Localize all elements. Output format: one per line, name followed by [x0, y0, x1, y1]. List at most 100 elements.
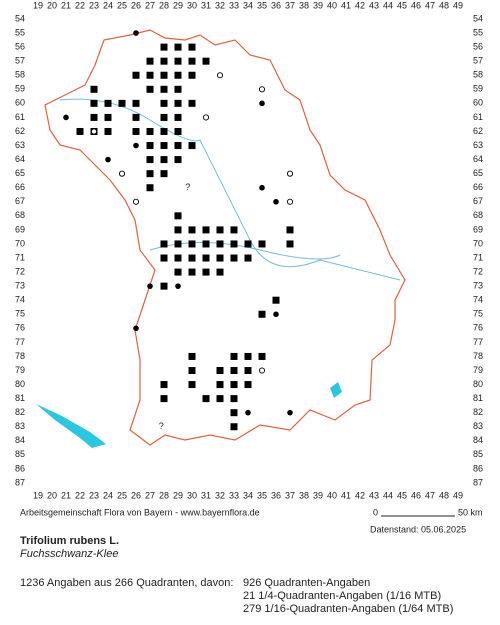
record-square	[202, 226, 210, 234]
lake	[330, 382, 342, 398]
y-label: 74	[15, 295, 25, 305]
record-square	[160, 282, 168, 290]
y-label: 60	[15, 98, 25, 108]
credit: Arbeitsgemeinschaft Flora von Bayern - w…	[20, 507, 260, 517]
record-square	[174, 99, 182, 107]
record-square	[202, 254, 210, 262]
y-label: 57	[473, 56, 483, 66]
record-square	[216, 268, 224, 276]
x-label: 37	[285, 490, 295, 500]
y-label: 63	[473, 140, 483, 150]
x-label: 26	[131, 0, 141, 10]
y-label: 73	[15, 281, 25, 291]
record-square	[174, 71, 182, 79]
x-label: 45	[397, 490, 407, 500]
record-square	[230, 240, 238, 248]
record-dot	[259, 100, 265, 107]
record-square	[286, 226, 294, 234]
stats-line: 279 1/16-Quadranten-Angaben (1/64 MTB)	[243, 603, 453, 615]
y-label: 82	[15, 407, 25, 417]
record-square	[202, 240, 210, 248]
record-square	[118, 99, 126, 107]
record-square	[216, 381, 224, 389]
y-label: 73	[473, 281, 483, 291]
record-square	[160, 113, 168, 121]
record-dot	[133, 30, 139, 36]
y-label: 55	[473, 27, 483, 37]
y-label: 84	[15, 435, 25, 445]
y-label: 80	[15, 379, 25, 389]
y-label: 81	[15, 393, 25, 403]
record-square	[90, 85, 98, 93]
x-label: 40	[327, 490, 337, 500]
y-label: 65	[473, 168, 483, 178]
stats-summary: 1236 Angaben aus 266 Quadranten, davon:	[20, 577, 233, 589]
y-label: 64	[473, 154, 483, 164]
y-label: 76	[15, 323, 25, 333]
record-square	[230, 367, 238, 374]
common-name: Fuchsschwanz-Klee	[20, 548, 118, 560]
y-label: 55	[15, 27, 25, 37]
record-square	[244, 367, 252, 374]
record-dot	[245, 409, 251, 416]
y-label: 56	[15, 41, 25, 51]
y-label: 75	[15, 309, 25, 319]
x-label: 30	[187, 0, 197, 10]
x-label: 27	[145, 490, 155, 500]
x-label: 35	[257, 0, 267, 10]
record-square	[160, 142, 168, 150]
y-label: 63	[15, 140, 25, 150]
record-square	[244, 381, 252, 389]
y-label: 77	[473, 337, 483, 347]
x-label: 49	[453, 490, 463, 500]
x-label: 25	[117, 490, 127, 500]
y-label: 85	[15, 449, 25, 459]
record-square	[188, 367, 196, 374]
record-square	[258, 352, 266, 360]
x-label: 48	[439, 0, 449, 10]
record-square	[160, 99, 168, 107]
record-dot	[133, 142, 139, 149]
record-square	[188, 268, 196, 276]
y-label: 79	[15, 365, 25, 375]
record-square	[160, 127, 168, 135]
x-label: 38	[299, 490, 309, 500]
river	[59, 98, 401, 281]
x-label: 25	[117, 0, 127, 10]
record-square	[216, 226, 224, 234]
record-square	[174, 142, 182, 150]
record-square	[216, 254, 224, 262]
x-label: 48	[439, 490, 449, 500]
x-label: 40	[327, 0, 337, 10]
record-square	[188, 142, 196, 150]
record-square	[188, 71, 196, 79]
record-square	[146, 170, 154, 178]
record-dot	[63, 114, 69, 121]
record-dot	[259, 184, 265, 191]
record-square	[244, 240, 252, 248]
record-square	[230, 254, 238, 262]
y-label: 68	[473, 210, 483, 220]
x-label: 39	[313, 0, 323, 10]
record-square	[174, 212, 182, 220]
y-label: 86	[15, 463, 25, 473]
record-square	[188, 254, 196, 262]
record-square	[230, 226, 238, 234]
record-square	[160, 381, 168, 389]
x-label: 20	[47, 0, 57, 10]
record-dot	[147, 283, 153, 289]
y-label: 82	[473, 407, 483, 417]
record-square	[174, 226, 182, 234]
record-square	[146, 85, 154, 93]
record-square	[174, 113, 182, 121]
record-square	[160, 395, 168, 403]
x-label: 32	[215, 490, 225, 500]
record-square	[216, 240, 224, 248]
record-square	[104, 99, 112, 107]
record-square	[202, 57, 210, 65]
record-circle	[258, 86, 266, 93]
x-label: 43	[369, 0, 379, 10]
record-circle	[258, 367, 266, 374]
y-label: 64	[15, 154, 25, 164]
x-label: 39	[313, 490, 323, 500]
